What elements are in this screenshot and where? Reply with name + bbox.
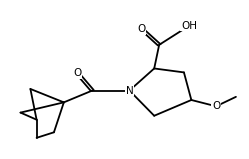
Text: N: N (125, 86, 133, 96)
Text: OH: OH (181, 21, 197, 31)
Text: O: O (73, 68, 82, 78)
Text: O: O (138, 24, 146, 34)
Text: O: O (212, 101, 220, 111)
